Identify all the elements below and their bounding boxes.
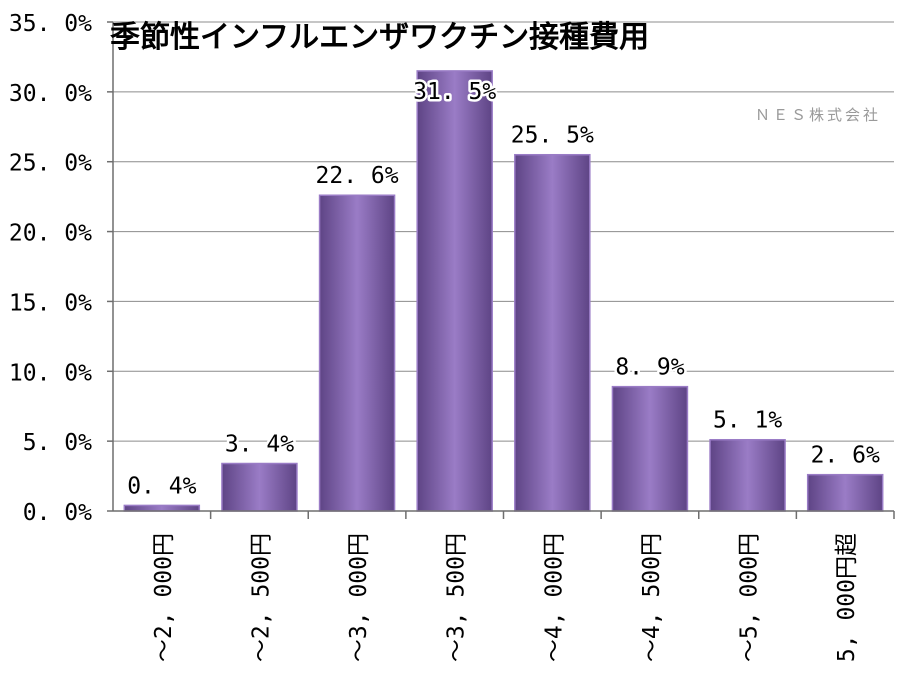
y-tick-label: 30. 0% — [9, 81, 92, 107]
bar — [416, 70, 493, 512]
bar — [806, 473, 884, 512]
data-label: 8. 9% — [615, 355, 684, 381]
y-tick-label: 5. 0% — [23, 430, 92, 456]
bar — [221, 462, 298, 512]
x-tick-label: ～3, 500円 — [444, 533, 470, 662]
y-tick-label: 20. 0% — [9, 221, 92, 247]
chart-title: 季節性インフルエンザワクチン接種費用 — [110, 20, 649, 55]
data-label: 22. 6% — [316, 163, 399, 189]
x-tick-label: ～2, 000円 — [151, 533, 177, 662]
data-label: 0. 4% — [127, 473, 196, 499]
watermark-text: ＮＥＳ株式会社 — [755, 106, 881, 124]
y-tick-label: 25. 0% — [9, 151, 92, 177]
data-label: 3. 4% — [225, 431, 294, 457]
y-tick-label: 15. 0% — [9, 290, 92, 316]
y-tick-labels: 0. 0% 5. 0% 10. 0% 15. 0% 20. 0% 25. 0% 30. 0%… — [9, 11, 113, 526]
y-tick-label: 35. 0% — [9, 11, 92, 37]
bar — [709, 438, 786, 512]
bar — [318, 194, 396, 512]
bar — [514, 153, 591, 512]
data-label: 5. 1% — [713, 408, 782, 434]
x-tick-label: ～4, 500円 — [639, 533, 665, 662]
x-tick-label: 5, 000円超 — [834, 533, 860, 662]
x-tick-labels: ～2, 000円 ～2, 500円 ～3, 000円 ～3, 500円 ～4, 000円… — [151, 511, 895, 662]
x-tick-label: ～4, 000円 — [541, 533, 567, 662]
data-labels: 0. 4% 3. 4% 22. 6% 31. 5% 25. 5% 8. 9% 5. 1% 2.… — [125, 76, 883, 502]
y-tick-label: 0. 0% — [23, 500, 92, 526]
gridlines — [113, 21, 894, 442]
x-tick-label: ～5, 000円 — [737, 533, 763, 662]
x-tick-label: ～2, 500円 — [248, 533, 274, 662]
bar — [123, 504, 201, 512]
x-tick-label: ～3, 000円 — [346, 533, 372, 662]
bars — [123, 70, 884, 512]
bar — [611, 385, 689, 512]
data-label: 25. 5% — [511, 123, 594, 149]
data-label: 2. 6% — [811, 443, 880, 469]
data-label: 31. 5% — [413, 79, 496, 105]
y-tick-label: 10. 0% — [9, 360, 92, 386]
